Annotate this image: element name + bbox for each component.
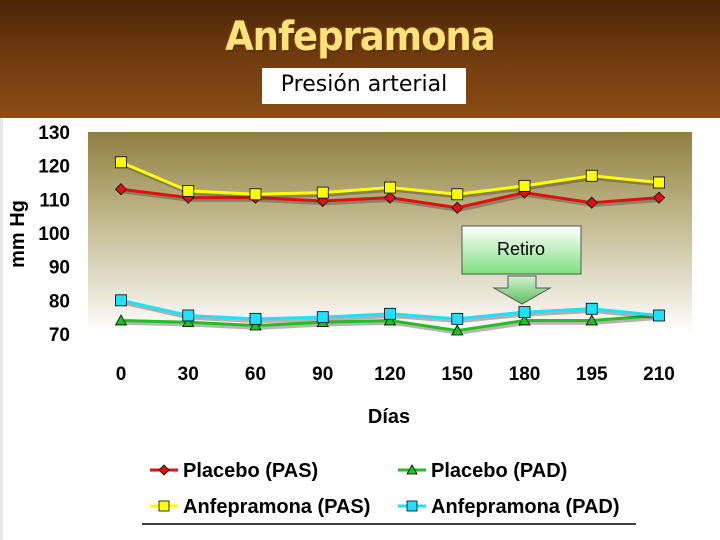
point-anfepramona-pas-0: [115, 156, 127, 169]
legend-label-anfepramona-pad: Anfepramona (PAD): [431, 496, 620, 518]
point-placebo-pad-30: [182, 315, 195, 328]
legend-item-placebo-pas: Placebo (PAS): [150, 460, 318, 482]
point-placebo-pad-0: [114, 314, 128, 326]
point-anfepramona-pas-180: [518, 179, 531, 192]
point-placebo-pad-60: [249, 319, 262, 331]
y-tick-90: 90: [49, 258, 70, 279]
point-placebo-pas-150: [451, 201, 464, 214]
x-tick-30: 30: [178, 364, 199, 385]
x-tick-150: 150: [441, 364, 473, 385]
left-strip: [0, 118, 3, 540]
y-tick-100: 100: [38, 224, 70, 245]
x-tick-180: 180: [509, 364, 541, 385]
point-placebo-pad-120: [383, 314, 397, 326]
y-tick-80: 80: [49, 291, 70, 312]
y-tick-70: 70: [49, 325, 70, 346]
callout-label: Retiro: [497, 239, 545, 259]
legend-label-placebo-pas: Placebo (PAS): [183, 460, 318, 482]
plot-area: [88, 132, 692, 334]
point-placebo-pas-120: [383, 191, 397, 204]
point-anfepramona-pad-60: [249, 312, 262, 325]
series-anfepramona-pas: [115, 156, 665, 201]
point-placebo-pas-0: [114, 183, 128, 196]
point-anfepramona-pad-210: [653, 309, 665, 322]
chart: mm Hg 130 120 110 100 90 80 70 0 30 60 90 120 150 18…: [0, 118, 692, 540]
y-tick-110: 110: [39, 190, 70, 211]
legend-item-anfepramona-pas: Anfepramona (PAS): [150, 496, 370, 518]
point-anfepramona-pad-180: [518, 306, 531, 319]
legend-label-placebo-pad: Placebo (PAD): [431, 460, 567, 482]
point-anfepramona-pas-60: [249, 188, 262, 201]
x-tick-195: 195: [576, 364, 608, 385]
legend-marker-placebo-pas: [158, 464, 170, 476]
point-anfepramona-pas-210: [653, 176, 665, 189]
series-layer: [114, 156, 666, 336]
y-axis-title: mm Hg: [7, 200, 29, 268]
retiro-callout: Retiro: [461, 225, 582, 305]
legend-label-anfepramona-pas: Anfepramona (PAS): [183, 496, 370, 518]
legend: Placebo (PAS) Placebo (PAD) Anfepramona (P…: [142, 460, 636, 525]
point-placebo-pad-150: [451, 324, 464, 336]
point-placebo-pad-180: [518, 314, 531, 326]
x-tick-60: 60: [245, 364, 266, 385]
point-anfepramona-pad-195: [585, 302, 598, 315]
point-anfepramona-pas-195: [585, 169, 598, 182]
point-placebo-pad-195: [585, 314, 598, 326]
point-anfepramona-pas-30: [182, 185, 195, 197]
y-tick-130: 130: [38, 123, 70, 144]
x-tick-210: 210: [643, 364, 675, 385]
subtitle-box: [262, 68, 466, 104]
y-tick-120: 120: [38, 157, 70, 178]
page-title: Anfepramona: [225, 14, 495, 60]
x-tick-120: 120: [374, 364, 406, 385]
point-anfepramona-pas-150: [451, 188, 464, 201]
x-axis-title: Días: [368, 406, 410, 428]
point-anfepramona-pad-120: [384, 307, 396, 320]
legend-item-anfepramona-pad: Anfepramona (PAD): [398, 496, 620, 518]
x-tick-90: 90: [312, 364, 333, 385]
y-tick-labels: 130 120 110 100 90 80 70: [38, 123, 70, 346]
page-subtitle: Presión arterial: [280, 72, 448, 97]
x-tick-labels: 0 30 60 90 120 150 180 195 210: [116, 364, 675, 385]
point-anfepramona-pad-0: [115, 294, 127, 307]
point-anfepramona-pad-90: [316, 311, 329, 324]
point-anfepramona-pas-120: [384, 181, 396, 194]
legend-marker-anfepramona-pas: [158, 500, 170, 512]
callout-arrow: [492, 275, 552, 305]
legend-marker-anfepramona-pad: [406, 500, 418, 512]
point-anfepramona-pas-90: [316, 186, 329, 199]
x-tick-0: 0: [116, 364, 127, 385]
legend-item-placebo-pad: Placebo (PAD): [398, 460, 567, 482]
legend-marker-placebo-pad: [406, 464, 418, 475]
callout-box: [461, 225, 582, 275]
series-anfepramona-pad: [115, 294, 665, 325]
point-anfepramona-pad-150: [451, 312, 464, 325]
point-anfepramona-pad-30: [182, 309, 195, 322]
point-placebo-pas-195: [585, 196, 598, 209]
point-placebo-pas-210: [652, 191, 666, 204]
